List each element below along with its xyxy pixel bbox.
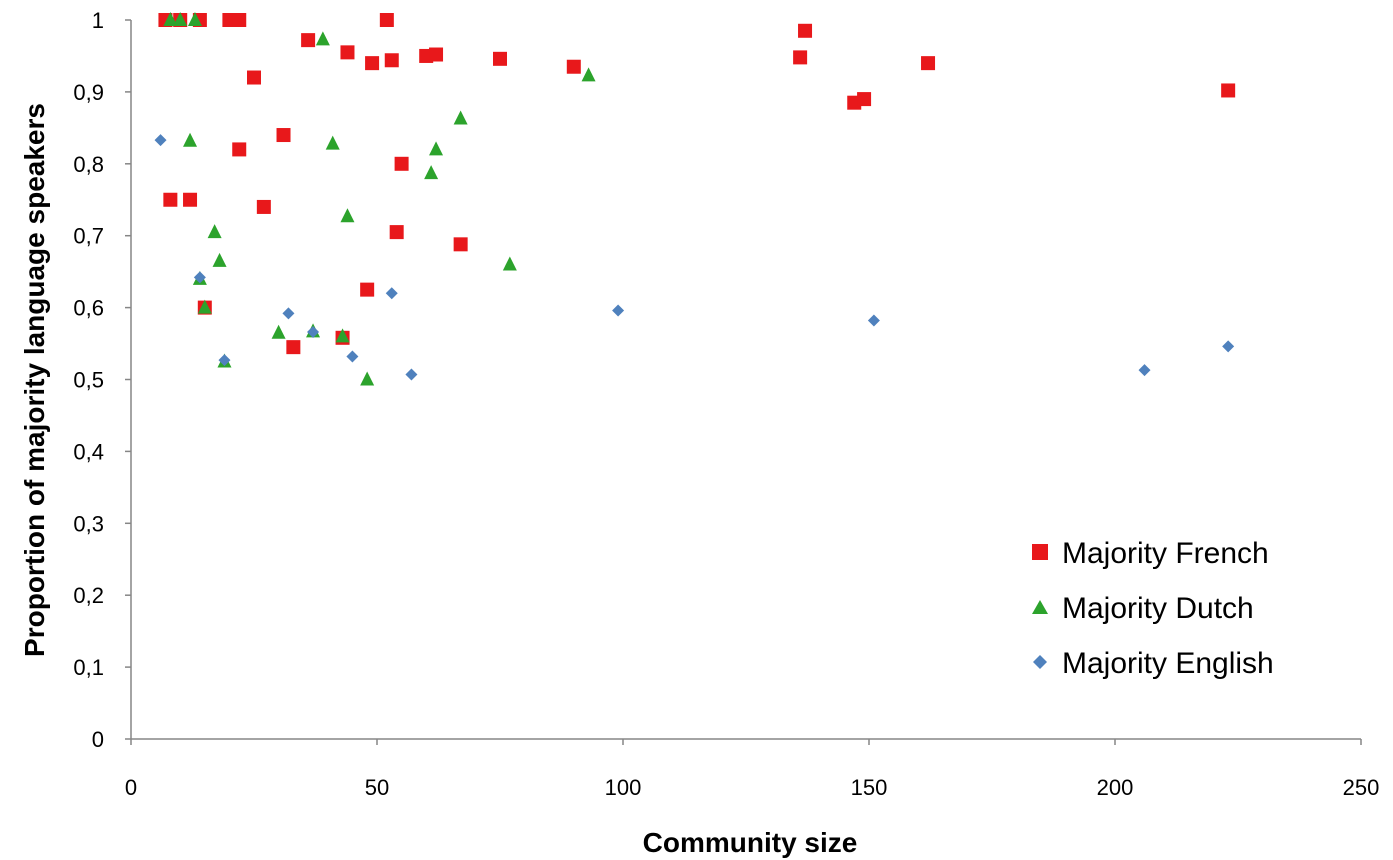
point-majority-dutch xyxy=(212,252,227,267)
point-majority-french xyxy=(163,192,178,207)
point-majority-french xyxy=(340,45,355,60)
y-tick-labels: 0 0,1 0,2 0,3 0,4 0,5 0,6 0,7 0,8 0,9 1 xyxy=(73,8,104,752)
point-majority-french xyxy=(389,225,404,240)
legend-label-majority-dutch: Majority Dutch xyxy=(1062,592,1254,625)
point-majority-dutch xyxy=(187,12,202,26)
point-majority-dutch xyxy=(163,12,178,26)
x-tick-labels: 0 50 100 150 200 250 xyxy=(125,775,1379,800)
x-tick-label: 200 xyxy=(1097,775,1134,800)
point-majority-french xyxy=(286,340,301,355)
point-majority-english xyxy=(218,354,231,367)
y-tick-label: 1 xyxy=(92,8,104,33)
y-tick-label: 0 xyxy=(92,727,104,752)
legend: Majority French Majority Dutch Majority … xyxy=(1032,537,1274,680)
y-tick-label: 0,3 xyxy=(73,511,104,536)
point-majority-dutch xyxy=(183,132,198,147)
point-majority-dutch xyxy=(453,110,468,125)
y-tick-label: 0,1 xyxy=(73,655,104,680)
point-majority-english xyxy=(282,307,295,320)
point-majority-french xyxy=(379,13,394,27)
point-majority-french xyxy=(453,237,468,252)
point-majority-french xyxy=(256,199,271,214)
point-majority-dutch xyxy=(173,12,188,26)
y-tick-label: 0,9 xyxy=(73,80,104,105)
x-tick-label: 50 xyxy=(365,775,389,800)
legend-marker-majority-dutch xyxy=(1032,600,1048,614)
point-majority-english xyxy=(867,314,880,327)
legend-marker-majority-english xyxy=(1033,655,1047,669)
point-majority-french xyxy=(384,53,399,68)
legend-marker-majority-french xyxy=(1032,544,1048,560)
point-majority-english xyxy=(193,271,206,284)
point-majority-dutch xyxy=(325,135,340,150)
point-majority-french xyxy=(857,92,872,107)
point-majority-english xyxy=(307,326,320,339)
x-axis-title: Community size xyxy=(643,827,858,858)
point-majority-dutch xyxy=(197,299,212,314)
point-majority-french xyxy=(798,23,813,38)
point-majority-french xyxy=(921,56,936,71)
point-majority-dutch xyxy=(315,31,330,46)
y-tick-label: 0,2 xyxy=(73,583,104,608)
point-majority-english xyxy=(154,134,167,147)
point-majority-dutch xyxy=(335,328,350,343)
data-points xyxy=(154,12,1236,386)
point-majority-french xyxy=(493,51,507,66)
point-majority-french xyxy=(1221,83,1236,98)
x-tick-label: 250 xyxy=(1343,775,1380,800)
point-majority-french xyxy=(365,56,380,71)
point-majority-dutch xyxy=(429,141,444,156)
y-tick-label: 0,8 xyxy=(73,152,104,177)
point-majority-dutch xyxy=(581,67,596,82)
legend-label-majority-french: Majority French xyxy=(1062,537,1269,570)
point-majority-french xyxy=(232,142,247,157)
point-majority-dutch xyxy=(271,324,286,339)
y-tick-label: 0,6 xyxy=(73,296,104,321)
point-majority-english xyxy=(1138,364,1151,377)
x-tick-label: 0 xyxy=(125,775,137,800)
point-majority-dutch xyxy=(207,224,222,239)
point-majority-french xyxy=(793,50,808,65)
point-majority-english xyxy=(346,350,359,363)
point-majority-french xyxy=(566,59,581,74)
point-majority-french xyxy=(276,128,291,143)
point-majority-english xyxy=(385,287,398,300)
x-tick-label: 150 xyxy=(851,775,888,800)
point-majority-french xyxy=(394,156,409,171)
point-majority-english xyxy=(1222,340,1235,353)
legend-label-majority-english: Majority English xyxy=(1062,647,1274,680)
point-majority-english xyxy=(405,368,418,381)
point-majority-french xyxy=(429,47,444,62)
point-majority-french xyxy=(183,192,198,207)
point-majority-dutch xyxy=(340,208,355,223)
point-majority-french xyxy=(301,33,316,48)
point-majority-dutch xyxy=(424,165,439,180)
axes xyxy=(125,19,1362,745)
x-tick-label: 100 xyxy=(605,775,642,800)
point-majority-english xyxy=(612,304,625,317)
y-tick-label: 0,7 xyxy=(73,224,104,249)
point-majority-french xyxy=(247,70,261,85)
y-tick-label: 0,4 xyxy=(73,439,104,464)
y-axis-title: Proportion of majority language speakers xyxy=(19,103,50,657)
point-majority-dutch xyxy=(360,371,375,386)
point-majority-dutch xyxy=(502,256,517,271)
point-majority-french xyxy=(232,13,247,27)
point-majority-french xyxy=(360,282,375,297)
y-tick-label: 0,5 xyxy=(73,368,104,393)
